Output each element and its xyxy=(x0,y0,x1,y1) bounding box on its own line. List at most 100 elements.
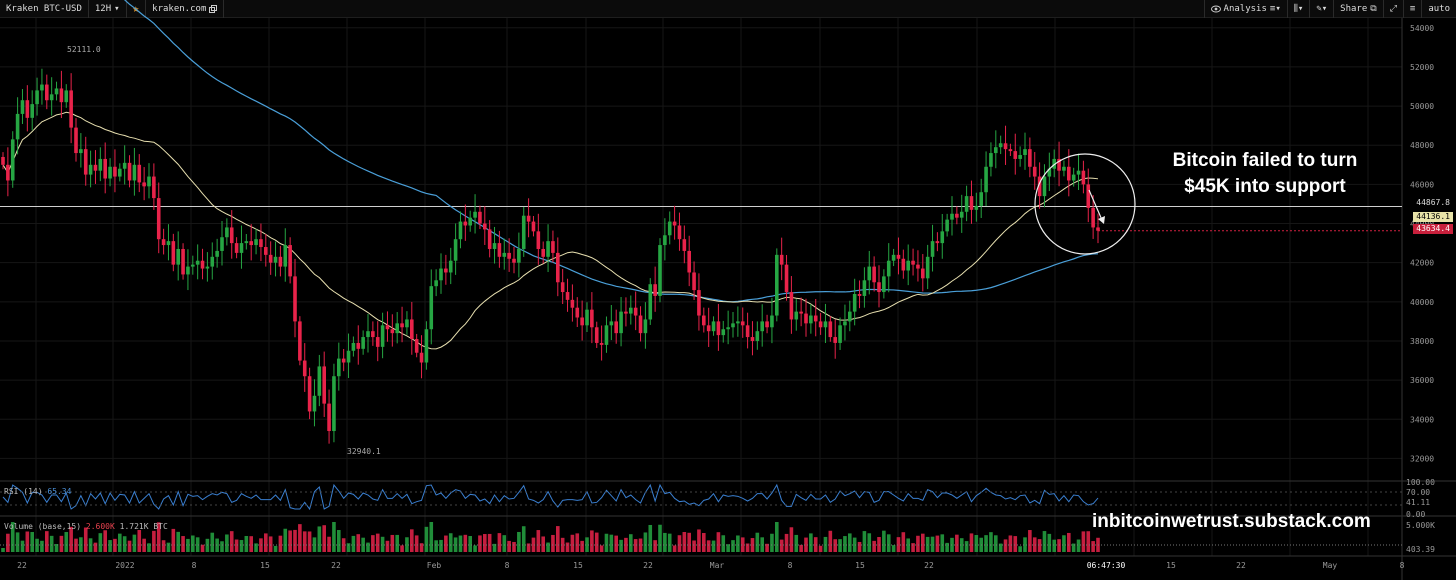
candle-down xyxy=(877,282,881,293)
volume-bar-down xyxy=(526,543,531,552)
volume-bar-up xyxy=(867,533,872,552)
time-axis-label: 22 xyxy=(17,561,27,570)
volume-bar-up xyxy=(176,531,180,552)
volume-bar-up xyxy=(98,533,103,552)
volume-bar-down xyxy=(83,527,88,552)
volume-bar-up xyxy=(166,542,171,552)
draw-tool-button[interactable]: ✎▾ xyxy=(1310,0,1333,18)
candle-down xyxy=(969,196,974,210)
volume-bar-up xyxy=(930,536,935,552)
candle-up xyxy=(663,235,667,246)
share-button[interactable]: Share ⧉ xyxy=(1334,0,1383,18)
volume-bar-down xyxy=(93,542,98,552)
eye-icon xyxy=(1210,5,1221,13)
volume-bar-up xyxy=(79,537,83,552)
candle-down xyxy=(298,321,302,361)
candle-down xyxy=(1067,166,1071,181)
volume-bar-down xyxy=(268,536,273,552)
analysis-button[interactable]: Analysis ≡▾ xyxy=(1205,0,1287,18)
volume-value: 1.721K BTC xyxy=(119,522,168,531)
analysis-label: Analysis xyxy=(1223,4,1267,14)
volume-bar-up xyxy=(502,535,507,552)
volume-bar-down xyxy=(512,541,516,552)
candle-up xyxy=(205,266,210,269)
candle-down xyxy=(410,319,414,340)
volume-bar-down xyxy=(828,530,833,552)
expand-icon: ⤢ xyxy=(1389,4,1397,14)
toolbar-divider xyxy=(1421,0,1423,18)
candle-up xyxy=(40,84,44,91)
candle-down xyxy=(341,358,346,363)
volume-bar-up xyxy=(945,542,949,552)
volume-bar-up xyxy=(546,542,550,552)
candle-down xyxy=(74,127,78,154)
toolbar-divider xyxy=(1333,0,1335,18)
volume-bar-up xyxy=(517,531,521,552)
volume-bar-up xyxy=(380,536,385,552)
candle-up xyxy=(366,331,370,338)
volume-bar-down xyxy=(541,536,545,552)
time-axis-label: 22 xyxy=(924,561,934,570)
fullscreen-button[interactable]: ⤢ xyxy=(1384,0,1403,18)
volume-bar-up xyxy=(239,540,244,552)
time-axis-label: 8 xyxy=(505,561,510,570)
settings-button[interactable]: ≡ xyxy=(1404,0,1421,18)
candle-up xyxy=(64,90,69,103)
volume-bar-down xyxy=(682,532,687,552)
candle-up xyxy=(225,227,229,238)
symbol-selector[interactable]: Kraken BTC-USD xyxy=(0,0,88,18)
volume-bar-up xyxy=(448,533,453,552)
volume-bar-up xyxy=(775,522,779,552)
candle-down xyxy=(1032,166,1037,177)
candle-up xyxy=(629,307,633,314)
candle-up xyxy=(473,211,477,218)
candle-up xyxy=(517,248,521,263)
candle-down xyxy=(234,243,239,253)
price-axis-label: 32000 xyxy=(1410,454,1434,463)
volume-bar-down xyxy=(687,532,691,552)
candle-down xyxy=(1,156,5,165)
candles-icon: ⫼▾ xyxy=(1293,4,1304,14)
time-axis: 22 2022 8 15 22 Feb 8 15 22 Mar 8 15 22 06:47:30 15 22 M… xyxy=(17,561,1404,570)
volume-bar-up xyxy=(964,541,969,552)
volume-bar-up xyxy=(609,534,614,552)
annotation-arrow-head xyxy=(1098,216,1105,224)
candle-down xyxy=(633,307,638,316)
volume-bar-up xyxy=(186,538,190,552)
volume-bar-down xyxy=(765,543,769,552)
auto-scale-toggle[interactable]: auto xyxy=(1422,0,1456,18)
source-link[interactable]: kraken.com xyxy=(146,0,223,18)
candle-down xyxy=(828,321,833,338)
volume-bar-up xyxy=(122,536,127,552)
volume-bar-down xyxy=(322,525,326,552)
volume-bar-down xyxy=(677,535,682,552)
volume-bar-down xyxy=(575,533,580,552)
candle-up xyxy=(147,176,151,187)
candle-up xyxy=(1042,176,1047,197)
candle-up xyxy=(994,147,998,154)
volume-bar-down xyxy=(137,530,142,552)
candle-up xyxy=(176,248,180,265)
volume-bar-up xyxy=(1071,543,1076,552)
toolbar-divider xyxy=(223,0,225,18)
candle-up xyxy=(191,264,195,267)
volume-bar-up xyxy=(643,532,648,552)
chart-type-button[interactable]: ⫼▾ xyxy=(1288,0,1310,18)
volume-bar-down xyxy=(390,534,395,552)
volume-bar-up xyxy=(147,543,151,552)
candle-down xyxy=(152,176,156,199)
volume-bar-down xyxy=(740,537,745,552)
candle-up xyxy=(215,250,219,257)
volume-bar-up xyxy=(619,539,623,552)
candle-up xyxy=(273,256,278,263)
price-axis-label: 42000 xyxy=(1410,259,1434,268)
candle-down xyxy=(745,325,750,338)
volume-bar-up xyxy=(989,532,993,552)
interval-selector[interactable]: 12H ▾ xyxy=(89,0,126,18)
time-axis-label: 15 xyxy=(573,561,583,570)
volume-bar-down xyxy=(750,538,755,552)
volume-bar-down xyxy=(745,543,750,552)
candle-up xyxy=(794,311,799,320)
volume-bar-up xyxy=(629,534,633,552)
